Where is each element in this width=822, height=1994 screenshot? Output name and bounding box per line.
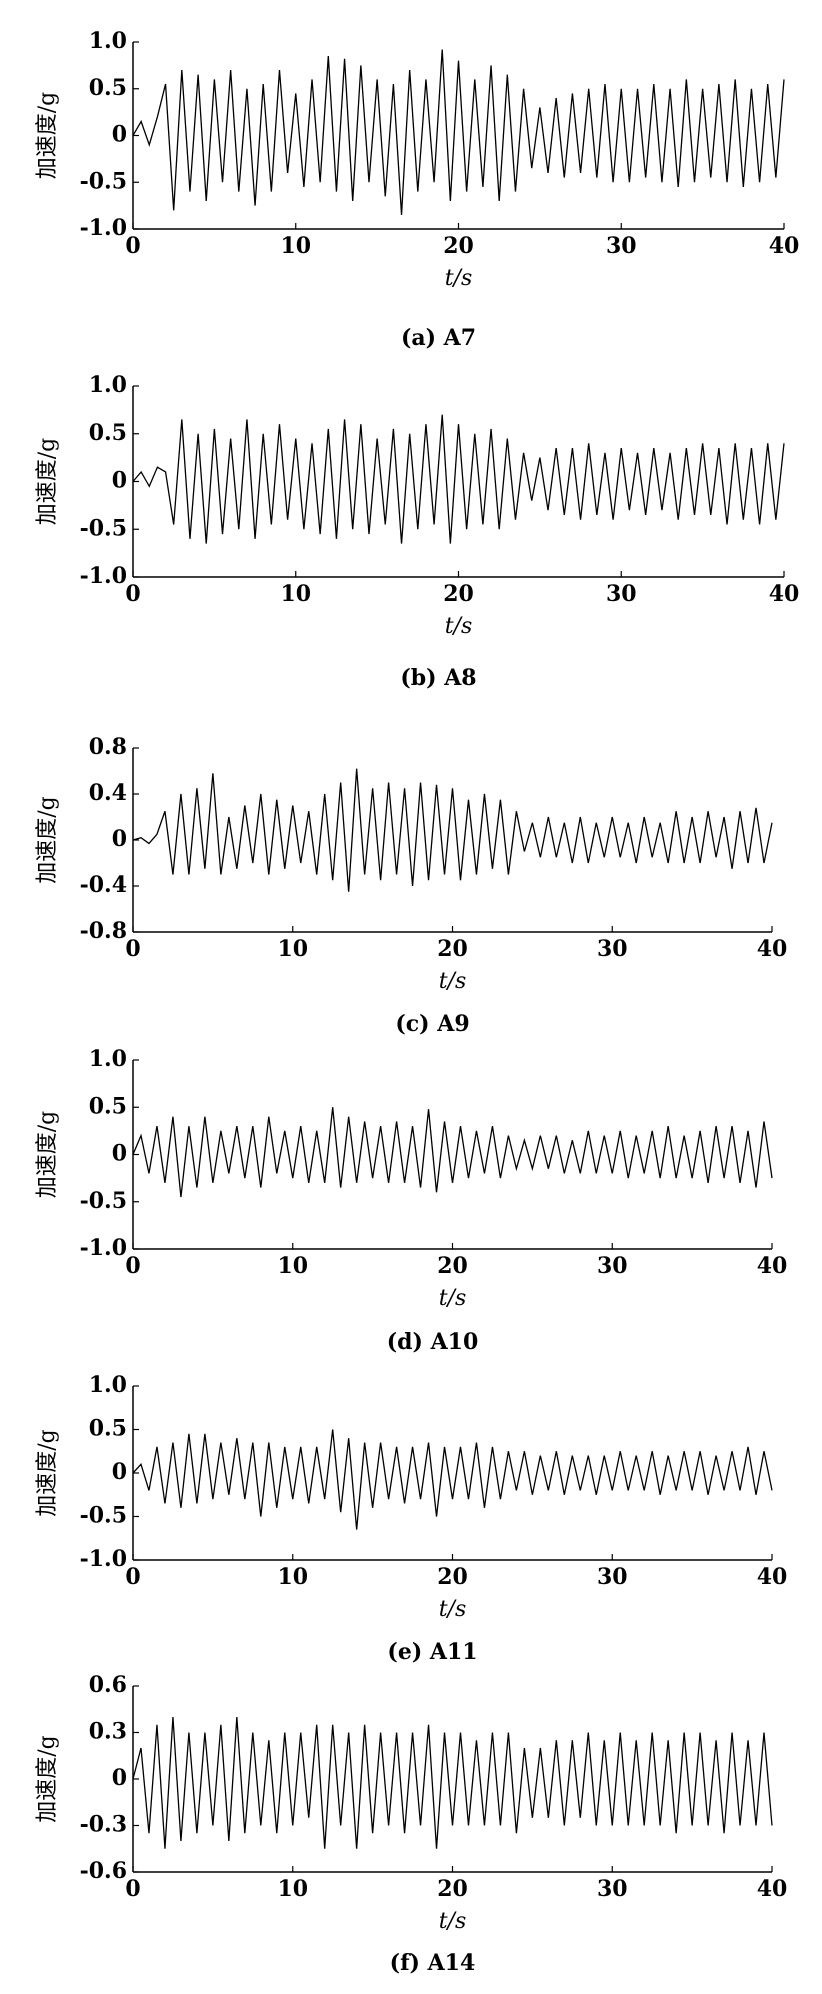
series-line — [132, 1107, 773, 1198]
x-tick-label: 40 — [757, 1564, 788, 1590]
y-tick-label: -0.6 — [80, 1858, 127, 1884]
x-tick-label: 30 — [606, 581, 637, 607]
series-line — [132, 1716, 773, 1849]
x-tick-label: 30 — [597, 936, 628, 962]
y-tick-label: 0.8 — [89, 734, 127, 760]
x-tick-label: 20 — [443, 581, 474, 607]
x-tick-label: 10 — [277, 1876, 308, 1902]
y-axis-label: 加速度/g — [35, 796, 60, 884]
x-tick-label: 40 — [769, 581, 800, 607]
y-axis-label: 加速度/g — [35, 1429, 60, 1517]
panel: -0.8 -0.4 0 0.4 0.8 0 10 20 30 40 t/s 加速度/g (c) A9 — [35, 734, 787, 1037]
x-tick-label: 0 — [125, 1876, 140, 1902]
y-tick-label: -0.4 — [80, 872, 127, 898]
y-tick-label: 1.0 — [89, 1372, 127, 1398]
y-tick-label: -0.5 — [80, 1188, 127, 1214]
x-axis-label: t/s — [445, 614, 473, 639]
y-tick-label: 0.3 — [89, 1719, 127, 1745]
panel: -1.0 -0.5 0 0.5 1.0 0 10 20 30 40 t/s 加速度/g (b) A8 — [35, 372, 799, 691]
caption: (c) A9 — [395, 1011, 469, 1037]
y-tick-label: 1.0 — [89, 372, 127, 398]
y-tick-label: -0.3 — [80, 1812, 127, 1838]
y-tick-label: -0.5 — [80, 168, 127, 194]
y-tick-label: -0.5 — [80, 515, 127, 541]
y-tick-label: 1.0 — [89, 28, 127, 54]
x-tick-label: 40 — [757, 936, 788, 962]
x-tick-label: 10 — [280, 233, 311, 259]
x-tick-label: 40 — [769, 233, 800, 259]
y-tick-label: 0 — [112, 1459, 127, 1485]
x-tick-label: 0 — [125, 581, 140, 607]
y-tick-label: 0.4 — [89, 780, 127, 806]
x-tick-label: 20 — [443, 233, 474, 259]
caption: (b) A8 — [400, 665, 476, 691]
series-line — [132, 1429, 773, 1530]
x-tick-label: 40 — [757, 1876, 788, 1902]
caption: (f) A14 — [390, 1950, 476, 1976]
y-tick-label: 0.5 — [89, 1093, 127, 1119]
y-axis-label: 加速度/g — [35, 92, 60, 180]
y-axis-label: 加速度/g — [35, 1111, 60, 1199]
panel: -0.6 -0.3 0 0.3 0.6 0 10 20 30 40 t/s 加速度/g (f) A14 — [35, 1672, 787, 1976]
x-tick-label: 10 — [280, 581, 311, 607]
caption: (e) A11 — [387, 1639, 477, 1665]
x-tick-label: 20 — [437, 1876, 468, 1902]
x-tick-label: 20 — [437, 936, 468, 962]
y-tick-label: -1.0 — [80, 1546, 127, 1572]
x-axis-label: t/s — [439, 1909, 467, 1934]
y-tick-label: -0.8 — [80, 918, 127, 944]
y-tick-label: 0.6 — [89, 1672, 127, 1698]
y-tick-label: 0.5 — [89, 1416, 127, 1442]
x-tick-label: 0 — [125, 1253, 140, 1279]
caption: (a) A7 — [401, 325, 476, 351]
x-axis-label: t/s — [439, 1597, 467, 1622]
panel: -1.0 -0.5 0 0.5 1.0 0 10 20 30 40 t/s 加速度/g (a) A7 — [35, 28, 799, 351]
y-tick-label: 0 — [112, 468, 127, 494]
y-tick-label: -0.5 — [80, 1503, 127, 1529]
series-line — [132, 49, 785, 216]
y-axis-label: 加速度/g — [35, 438, 60, 526]
x-tick-label: 10 — [277, 1564, 308, 1590]
y-tick-label: 0 — [112, 122, 127, 148]
y-tick-label: 1.0 — [89, 1046, 127, 1072]
x-tick-label: 20 — [437, 1253, 468, 1279]
y-tick-label: 0 — [112, 826, 127, 852]
y-tick-label: 0.5 — [89, 420, 127, 446]
x-tick-label: 30 — [597, 1876, 628, 1902]
panel: -1.0 -0.5 0 0.5 1.0 0 10 20 30 40 t/s 加速度/g (e) A11 — [35, 1372, 787, 1665]
y-tick-label: -1.0 — [80, 1235, 127, 1261]
y-tick-label: -1.0 — [80, 563, 127, 589]
y-tick-label: 0 — [112, 1141, 127, 1167]
y-tick-label: 0 — [112, 1765, 127, 1791]
series-line — [132, 768, 773, 892]
x-axis-label: t/s — [445, 266, 473, 291]
x-tick-label: 40 — [757, 1253, 788, 1279]
x-tick-label: 30 — [597, 1253, 628, 1279]
x-tick-label: 30 — [597, 1564, 628, 1590]
x-tick-label: 10 — [277, 1253, 308, 1279]
y-tick-label: -1.0 — [80, 215, 127, 241]
x-axis-label: t/s — [439, 1286, 467, 1311]
x-tick-label: 0 — [125, 233, 140, 259]
x-tick-label: 0 — [125, 1564, 140, 1590]
x-tick-label: 10 — [277, 936, 308, 962]
x-tick-label: 30 — [606, 233, 637, 259]
series-line — [132, 414, 785, 544]
x-tick-label: 20 — [437, 1564, 468, 1590]
y-tick-label: 0.5 — [89, 75, 127, 101]
x-tick-label: 0 — [125, 936, 140, 962]
caption: (d) A10 — [387, 1329, 479, 1355]
y-axis-label: 加速度/g — [35, 1735, 60, 1823]
panel: -1.0 -0.5 0 0.5 1.0 0 10 20 30 40 t/s 加速度/g (d) A10 — [35, 1046, 787, 1355]
x-axis-label: t/s — [439, 969, 467, 994]
